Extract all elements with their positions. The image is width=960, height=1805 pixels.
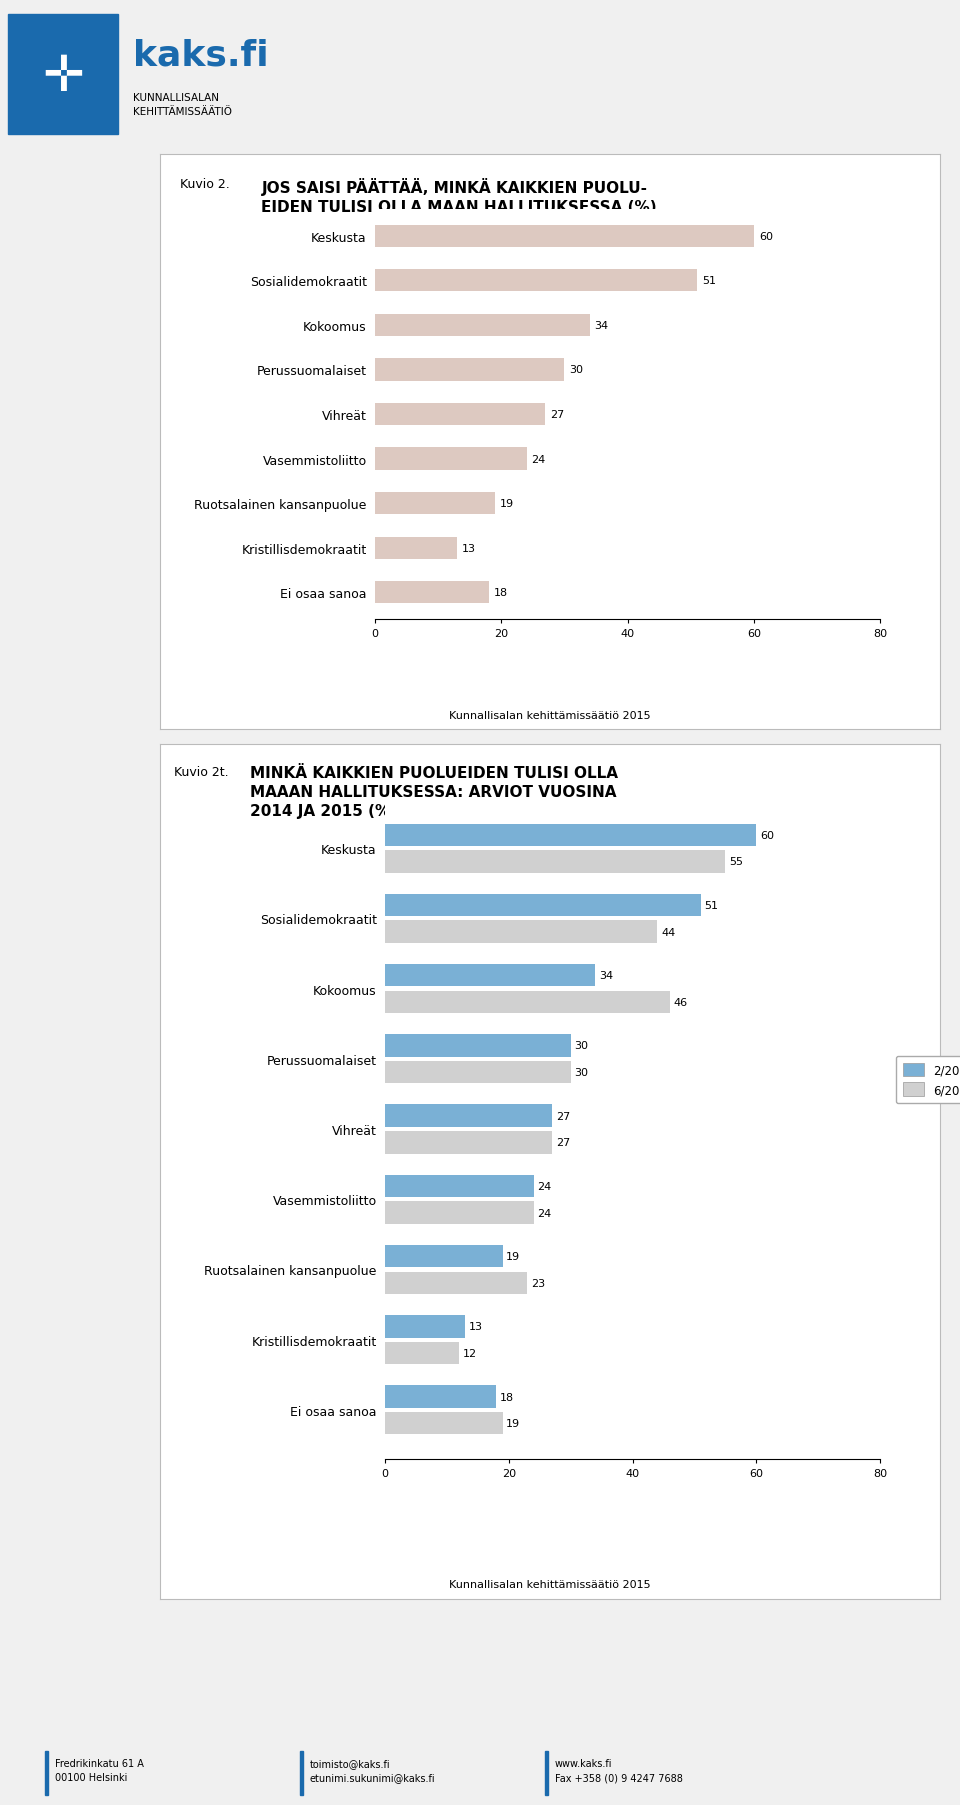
Text: 51: 51 <box>705 901 718 910</box>
Text: 12: 12 <box>463 1348 477 1357</box>
Text: 13: 13 <box>462 543 476 554</box>
Bar <box>385 1132 552 1153</box>
Text: 46: 46 <box>673 998 687 1007</box>
Bar <box>385 850 726 874</box>
Text: KUNNALLISALAN
KEHITTÄMISSÄÄTIÖ: KUNNALLISALAN KEHITTÄMISSÄÄTIÖ <box>133 92 232 117</box>
Text: 60: 60 <box>758 231 773 242</box>
Text: Kuvio 2.: Kuvio 2. <box>180 179 229 191</box>
Text: toimisto@kaks.fi
etunimi.sukunimi@kaks.fi: toimisto@kaks.fi etunimi.sukunimi@kaks.f… <box>310 1758 436 1782</box>
Text: 24: 24 <box>538 1180 551 1191</box>
Bar <box>375 448 526 471</box>
Text: 27: 27 <box>556 1137 570 1148</box>
Bar <box>385 1175 534 1197</box>
Bar <box>385 1202 534 1224</box>
Text: www.kaks.fi
Fax +358 (0) 9 4247 7688: www.kaks.fi Fax +358 (0) 9 4247 7688 <box>555 1758 683 1782</box>
Text: 55: 55 <box>729 857 743 866</box>
Bar <box>375 359 564 381</box>
Text: 19: 19 <box>506 1419 520 1428</box>
Bar <box>385 1341 459 1365</box>
Bar <box>45 1751 48 1794</box>
Bar <box>385 1245 503 1267</box>
Bar <box>385 893 701 917</box>
Bar <box>385 1386 496 1408</box>
Bar <box>375 404 545 426</box>
Text: 24: 24 <box>538 1208 551 1218</box>
Bar <box>8 14 118 135</box>
Bar <box>385 991 670 1014</box>
Text: 19: 19 <box>500 498 515 509</box>
Text: JOS SAISI PÄÄTTÄÄ, MINKÄ KAIKKIEN PUOLU-
EIDEN TULISI OLLA MAAN HALLITUKSESSA (%: JOS SAISI PÄÄTTÄÄ, MINKÄ KAIKKIEN PUOLU-… <box>261 179 662 215</box>
Bar <box>385 1412 503 1435</box>
Text: 27: 27 <box>550 410 564 421</box>
Text: ✛: ✛ <box>42 52 84 101</box>
Bar <box>385 1273 527 1294</box>
Text: 34: 34 <box>594 321 609 330</box>
Bar <box>385 1061 570 1083</box>
Text: 18: 18 <box>493 588 508 597</box>
Text: 60: 60 <box>760 830 774 841</box>
Bar <box>385 921 658 944</box>
Text: 18: 18 <box>500 1392 515 1402</box>
Text: kaks.fi: kaks.fi <box>133 38 269 72</box>
Bar <box>375 581 489 605</box>
Bar <box>385 964 595 987</box>
Text: 30: 30 <box>574 1041 588 1051</box>
Text: 30: 30 <box>569 365 584 375</box>
Bar <box>385 1316 466 1338</box>
Text: 24: 24 <box>532 455 546 464</box>
Bar <box>375 314 589 338</box>
Legend: 2/2015, 6/2014: 2/2015, 6/2014 <box>896 1056 960 1103</box>
Bar <box>545 1751 548 1794</box>
Text: Kunnallisalan kehittämissäätiö 2015: Kunnallisalan kehittämissäätiö 2015 <box>449 1579 651 1588</box>
Bar <box>375 493 495 514</box>
Bar <box>300 1751 303 1794</box>
Text: 27: 27 <box>556 1112 570 1121</box>
Text: 51: 51 <box>702 276 716 287</box>
Text: Kunnallisalan kehittämissäätiö 2015: Kunnallisalan kehittämissäätiö 2015 <box>449 711 651 720</box>
Text: 34: 34 <box>599 971 613 980</box>
Bar <box>385 825 756 847</box>
Text: 44: 44 <box>661 928 675 937</box>
Text: 19: 19 <box>506 1251 520 1262</box>
Text: Kuvio 2t.: Kuvio 2t. <box>174 765 228 780</box>
Text: 30: 30 <box>574 1067 588 1078</box>
Text: 23: 23 <box>531 1278 545 1289</box>
Bar <box>385 1105 552 1128</box>
Bar <box>375 226 754 247</box>
Text: 13: 13 <box>469 1321 483 1332</box>
Bar <box>385 1034 570 1058</box>
Text: MINKÄ KAIKKIEN PUOLUEIDEN TULISI OLLA
MAAAN HALLITUKSESSA: ARVIOT VUOSINA
2014 J: MINKÄ KAIKKIEN PUOLUEIDEN TULISI OLLA MA… <box>250 765 617 818</box>
Text: Fredrikinkatu 61 A
00100 Helsinki: Fredrikinkatu 61 A 00100 Helsinki <box>55 1758 144 1782</box>
Bar <box>375 538 457 560</box>
Bar <box>375 271 697 292</box>
